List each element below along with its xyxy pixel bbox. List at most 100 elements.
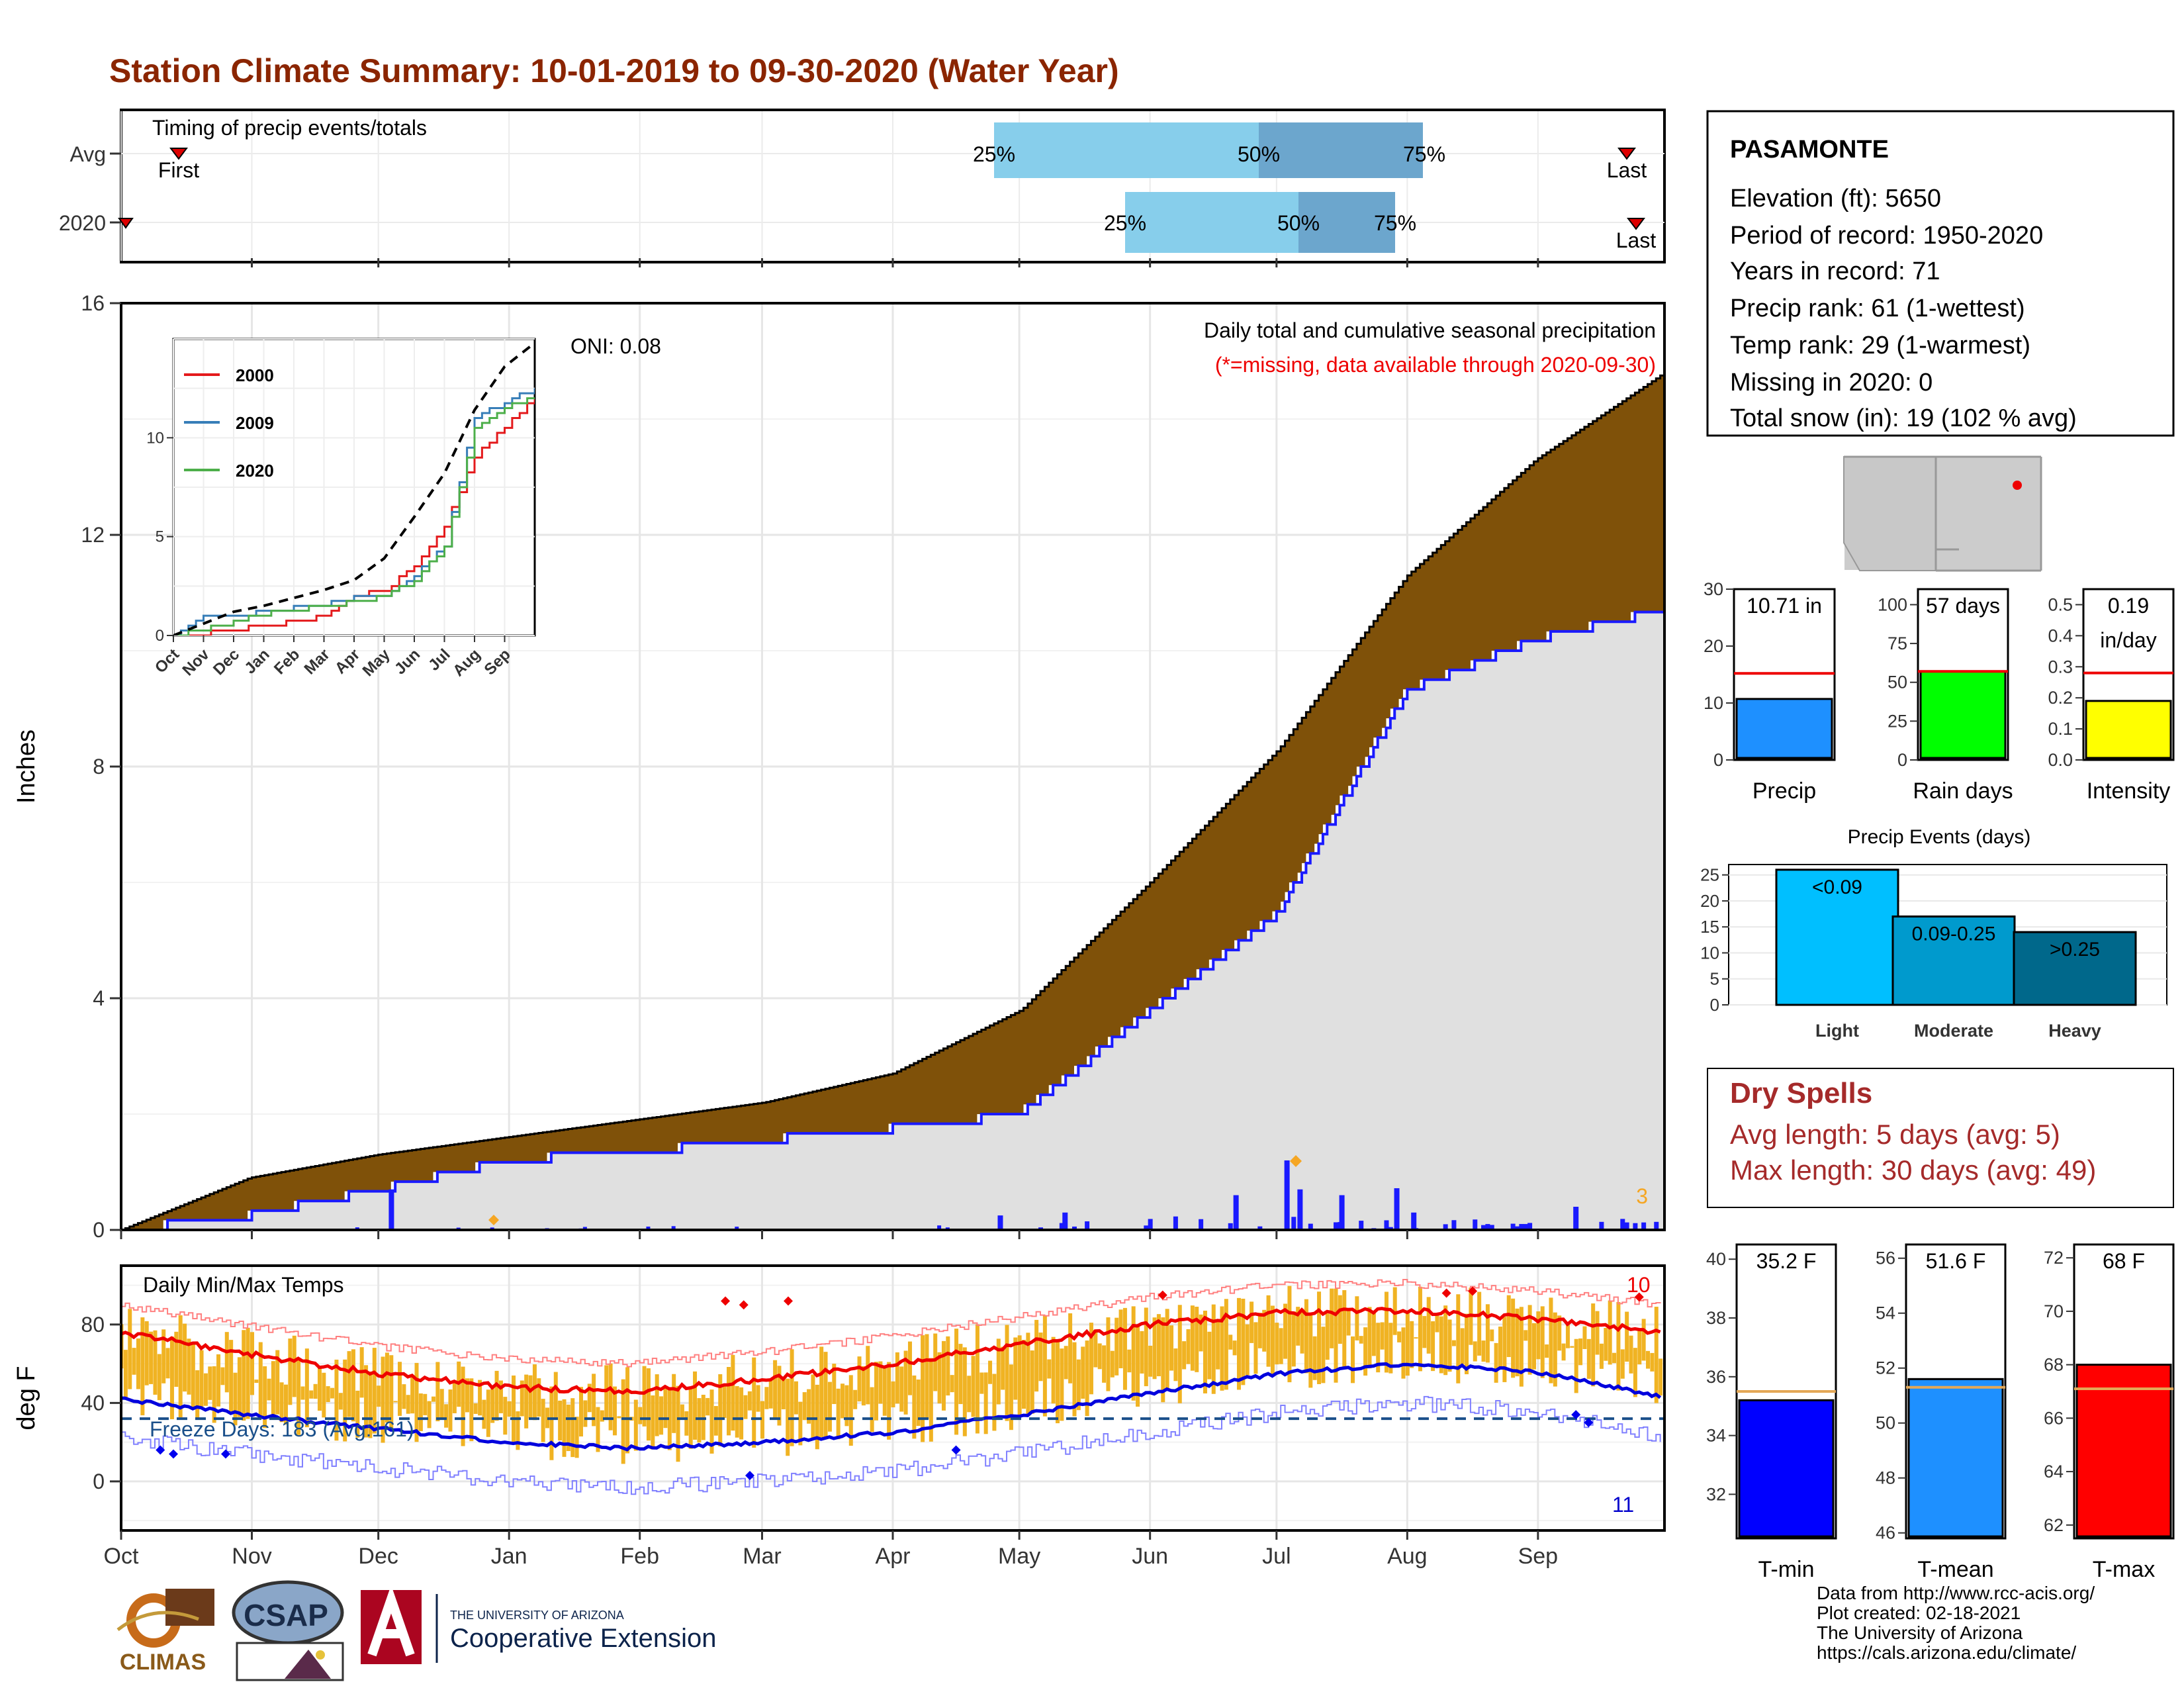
- daily-temp-bar: [903, 1350, 908, 1415]
- daily-temp-bar: [1026, 1333, 1030, 1414]
- daily-temp-bar: [1308, 1314, 1313, 1388]
- y2020-last-label: Last: [1616, 228, 1657, 252]
- precip-note-missing: (*=missing, data available through 2020-…: [1215, 353, 1656, 377]
- daily-temp-bar: [625, 1367, 630, 1454]
- inset-legend: 2000 2009 2020: [184, 365, 274, 481]
- daily-precip-bar: [1573, 1207, 1579, 1230]
- inset-series-line: [173, 397, 535, 635]
- daily-temp-bar: [713, 1406, 718, 1436]
- daily-temp-bar: [393, 1401, 398, 1403]
- daily-temp-bar: [747, 1391, 752, 1411]
- precip-note-title: Daily total and cumulative seasonal prec…: [1204, 318, 1656, 342]
- daily-temp-bar: [1599, 1343, 1604, 1369]
- dry-spells-avg: Avg length: 5 days (avg: 5): [1730, 1119, 2060, 1150]
- daily-temp-bar: [216, 1354, 221, 1407]
- daily-temp-bar: [1570, 1346, 1574, 1348]
- intensity-ytick-label: 0.2: [2048, 688, 2073, 708]
- intensity-ytick-label: 0.0: [2048, 750, 2073, 770]
- footer-line-1: Data from http://www.rcc-acis.org/: [1817, 1583, 2095, 1603]
- intensity-value-bar: [2085, 700, 2172, 759]
- daily-temp-bar: [1531, 1323, 1536, 1370]
- daily-precip-bar: [1291, 1217, 1297, 1230]
- daily-temp-bar: [1641, 1319, 1646, 1361]
- daily-temp-bar: [950, 1375, 954, 1393]
- daily-temp-bar: [263, 1366, 267, 1429]
- daily-temp-bar: [1022, 1340, 1026, 1409]
- daily-temp-bar: [334, 1359, 339, 1441]
- daily-temp-bar: [140, 1317, 145, 1416]
- tmin-ytick-label: 32: [1706, 1484, 1726, 1504]
- events-bar: [2013, 931, 2137, 1006]
- daily-precip-bar: [1523, 1224, 1528, 1230]
- daily-precip-bar: [1394, 1188, 1400, 1230]
- daily-temp-bar: [760, 1401, 764, 1439]
- inset-ytick-label: 5: [156, 528, 164, 546]
- daily-temp-bar: [979, 1372, 984, 1394]
- daily-temp-bar: [174, 1331, 179, 1387]
- rain-days-value-bar: [1919, 670, 2007, 759]
- daily-temp-bar: [300, 1386, 305, 1400]
- station-info-box: PASAMONTE Elevation (ft): 5650 Period of…: [1706, 110, 2175, 437]
- dry-spells-max: Max length: 30 days (avg: 49): [1730, 1154, 2096, 1186]
- daily-temp-bar: [617, 1416, 621, 1419]
- daily-temp-bar: [473, 1403, 478, 1414]
- daily-temp-bar: [1089, 1323, 1093, 1395]
- tmax-ytick-label: 68: [2044, 1355, 2064, 1375]
- daily-temp-bar: [1401, 1327, 1406, 1379]
- daily-precip-bar: [1334, 1222, 1339, 1230]
- daily-temp-bar: [1527, 1305, 1532, 1375]
- daily-temp-bar: [621, 1379, 625, 1464]
- daily-temp-bar: [1435, 1315, 1439, 1333]
- daily-temp-bar: [1351, 1336, 1355, 1383]
- daily-precip-bars: [355, 1160, 1659, 1230]
- record-high-marker-icon: [1468, 1286, 1478, 1296]
- daily-temp-bar: [633, 1399, 638, 1451]
- daily-temp-bar: [1380, 1322, 1385, 1350]
- daily-temp-bar: [781, 1378, 786, 1409]
- mini-temp-charts: 32 34 36 38 40 35.2 F T-min 46 48 50 52 54 56 51.6 F T…: [1706, 1243, 2175, 1582]
- daily-temp-bar: [377, 1385, 381, 1407]
- tmean-ytick-label: 46: [1876, 1523, 1895, 1543]
- tmean-value-bar: [1907, 1378, 2004, 1538]
- intensity-value-label: 0.19: [2108, 594, 2149, 618]
- station-line-2: Period of record: 1950-2020: [1730, 222, 2043, 250]
- rain-days-ytick-label: 50: [1888, 673, 1907, 692]
- daily-temp-bar: [516, 1411, 520, 1450]
- daily-temp-bar: [431, 1396, 435, 1402]
- daily-precip-bar: [1485, 1224, 1490, 1230]
- daily-temp-bar: [1443, 1305, 1448, 1376]
- daily-temp-bar: [1439, 1316, 1443, 1374]
- daily-precip-bar: [1297, 1189, 1303, 1230]
- daily-temp-bar: [1030, 1350, 1034, 1414]
- daily-temp-bar: [1498, 1327, 1503, 1368]
- daily-temp-bar: [929, 1358, 933, 1442]
- month-label: Mar: [743, 1544, 782, 1569]
- daily-temp-bar: [528, 1375, 533, 1419]
- daily-precip-bar: [1384, 1220, 1389, 1230]
- daily-temp-bar: [1473, 1341, 1477, 1362]
- tmin-ytick-label: 40: [1706, 1249, 1726, 1269]
- daily-temp-bar: [727, 1367, 731, 1436]
- events-category-label: Light: [1815, 1021, 1859, 1041]
- daily-temp-bar: [490, 1385, 495, 1423]
- events-bar: [1775, 868, 1899, 1006]
- daily-temp-bar: [705, 1397, 710, 1416]
- daily-precip-bar: [1411, 1212, 1417, 1230]
- daily-temp-bar: [933, 1333, 938, 1391]
- daily-temp-bar: [195, 1370, 200, 1419]
- daily-temp-bar: [317, 1366, 322, 1411]
- daily-temp-bar: [1287, 1286, 1292, 1383]
- daily-precip-bar: [1510, 1223, 1516, 1230]
- tmin-ytick-label: 36: [1706, 1367, 1726, 1387]
- precip-ytick-label: 4: [93, 986, 105, 1010]
- events-bar-label: <0.09: [1812, 876, 1862, 898]
- daily-temp-bar: [183, 1323, 187, 1392]
- daily-precip-bar: [1228, 1223, 1233, 1230]
- daily-temp-bar: [1156, 1314, 1161, 1377]
- record-high-marker-icon: [1634, 1292, 1644, 1302]
- daily-temp-bar: [794, 1381, 798, 1415]
- daily-temp-bar: [848, 1375, 853, 1446]
- daily-temp-bar: [1422, 1316, 1427, 1348]
- daily-temp-bar: [1506, 1295, 1511, 1358]
- daily-temp-bar: [1140, 1331, 1144, 1374]
